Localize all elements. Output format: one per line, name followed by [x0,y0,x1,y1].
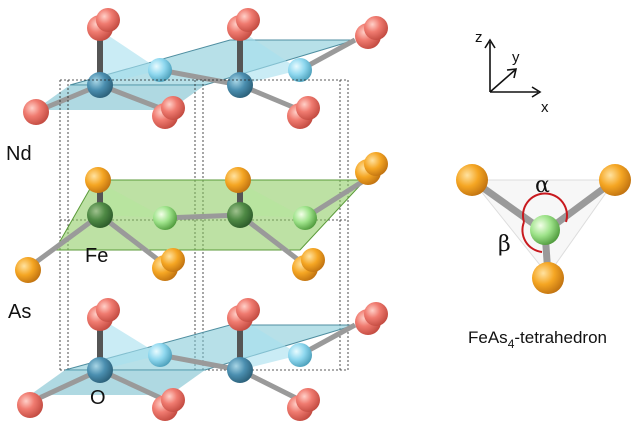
o-atom [227,357,253,383]
axis-label-x: x [541,99,549,116]
as-atom [225,167,251,193]
nd-atom [96,298,120,322]
as-atom [15,257,41,283]
coordinate-axes [484,38,542,98]
as-atom [301,248,325,272]
nd-atom [236,8,260,32]
top-layer-facet-1 [100,30,160,85]
o-atom [87,72,113,98]
o-atom [87,357,113,383]
nd-atom [17,392,43,418]
fe-layer-facet-2 [235,180,305,218]
top-layer-facet-2 [240,30,300,85]
angle-arc-beta [521,221,543,253]
fe-atom [87,202,113,228]
y-axis-arrow [489,69,516,93]
fe-atom [227,202,253,228]
nd-atom [161,96,185,120]
nd-atom [296,96,320,120]
bottom-layer-slab-edge [30,370,205,395]
o-atom [288,343,312,367]
bond [26,212,102,271]
fe-layer-facet-1 [95,180,165,218]
label-as: As [8,301,31,323]
nd-atom [23,99,49,125]
o-atom [148,343,172,367]
fe-atom [530,215,560,245]
bottom-rare-earth-oxide-layer [17,298,388,421]
angle-alpha-label: α [535,173,550,198]
fe-atom [153,206,177,230]
angle-beta-label: β [498,232,511,257]
bottom-layer-facet-1 [100,318,160,370]
nd-atom [364,16,388,40]
bond [238,213,307,267]
o-atom [288,58,312,82]
as-atom [456,164,488,196]
bottom-layer-facet-2 [240,318,300,370]
label-nd: Nd [6,143,32,165]
tetrahedron-caption: FeAs4-tetrahedron [468,328,607,351]
label-fe: Fe [85,245,108,267]
as-atom [161,248,185,272]
nd-atom [161,388,185,412]
nd-atom [236,298,260,322]
nd-atom [296,388,320,412]
as-atom [599,164,631,196]
feas4-tetrahedron [456,164,631,294]
bond [98,213,167,267]
as-atom [364,152,388,176]
bond [159,67,241,88]
fe-atom [293,206,317,230]
o-atom [148,58,172,82]
bond [159,352,241,373]
o-atom [227,72,253,98]
as-atom [85,167,111,193]
axis-label-z: z [475,29,483,46]
as-atom [532,262,564,294]
axis-label-y: y [512,49,520,66]
top-rare-earth-oxide-layer [23,8,388,129]
middle-fe-as-layer [15,152,388,283]
nd-atom [96,8,120,32]
nd-atom [364,302,388,326]
angle-arc-alpha [522,192,568,223]
label-o: O [90,387,106,409]
